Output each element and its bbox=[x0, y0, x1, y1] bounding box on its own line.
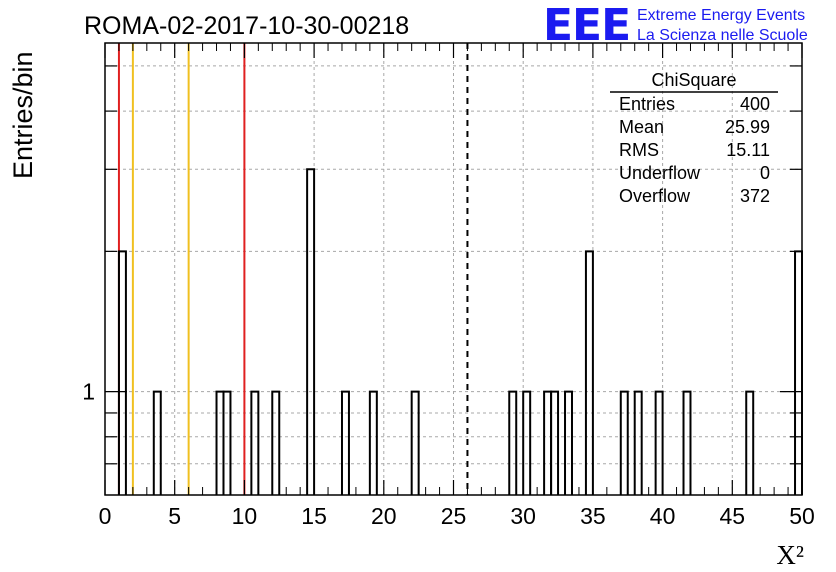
stats-row-label: Mean bbox=[619, 117, 664, 137]
x-tick-label: 35 bbox=[580, 503, 606, 529]
x-tick-label: 25 bbox=[441, 503, 467, 529]
histogram-bar bbox=[543, 390, 553, 495]
histogram-bar bbox=[306, 168, 316, 495]
x-axis-label: X² bbox=[776, 540, 804, 570]
x-tick-label: 45 bbox=[720, 503, 746, 529]
y-tick-label: 1 bbox=[82, 379, 95, 405]
stats-title: ChiSquare bbox=[651, 70, 736, 90]
stats-row-label: RMS bbox=[619, 140, 659, 160]
histogram-bar bbox=[250, 390, 260, 495]
histogram-bar bbox=[550, 390, 560, 495]
histogram-bar bbox=[117, 250, 127, 495]
stats-row-label: Overflow bbox=[619, 186, 691, 206]
histogram-bar bbox=[508, 390, 518, 495]
histogram-bar bbox=[564, 390, 573, 495]
stats-row-label: Entries bbox=[619, 94, 675, 114]
x-tick-labels: 0 5 10 15 20 25 30 35 40 45 50 bbox=[99, 503, 815, 529]
stats-row-value: 372 bbox=[740, 186, 770, 206]
histogram-bar bbox=[410, 390, 420, 495]
histogram-bar bbox=[222, 390, 232, 495]
eee-logo: EEE Extreme Energy Events La Scienza nel… bbox=[543, 0, 808, 51]
logo-line1: Extreme Energy Events bbox=[637, 7, 805, 24]
x-tick-label: 50 bbox=[789, 503, 815, 529]
x-tick-label: 40 bbox=[650, 503, 676, 529]
stats-row-value: 400 bbox=[740, 94, 770, 114]
histogram-bar bbox=[633, 390, 643, 495]
histogram-bar bbox=[794, 250, 803, 495]
histogram-bar bbox=[584, 250, 594, 495]
histogram-bar bbox=[340, 390, 350, 495]
histogram-bar bbox=[271, 390, 281, 495]
x-tick-label: 5 bbox=[168, 503, 181, 529]
y-tick-labels: 1 bbox=[82, 379, 95, 405]
logo-mark: EEE bbox=[543, 0, 630, 51]
stats-rows: Entries 400 Mean 25.99 RMS 15.11 Underflow 0 Ove… bbox=[619, 94, 770, 206]
x-tick-label: 10 bbox=[232, 503, 258, 529]
stats-row-value: 25.99 bbox=[725, 117, 770, 137]
stats-box: ChiSquare Entries 400 Mean 25.99 RMS 15.11 Und… bbox=[610, 70, 778, 206]
histogram-bar bbox=[619, 390, 629, 495]
axis-ticks bbox=[104, 43, 803, 495]
histogram-bar bbox=[152, 390, 162, 495]
x-tick-label: 0 bbox=[99, 503, 112, 529]
chart-title: ROMA-02-2017-10-30-00218 bbox=[84, 12, 409, 40]
y-axis-label: Entries/bin bbox=[8, 51, 38, 179]
histogram-bar bbox=[522, 390, 532, 495]
histogram-bar bbox=[654, 390, 664, 495]
histogram-bar bbox=[682, 390, 692, 495]
x-tick-label: 20 bbox=[371, 503, 397, 529]
stats-row-value: 0 bbox=[760, 163, 770, 183]
histogram-bar bbox=[368, 390, 378, 495]
stats-row-value: 15.11 bbox=[726, 140, 770, 160]
x-tick-label: 30 bbox=[510, 503, 536, 529]
x-tick-label: 15 bbox=[301, 503, 327, 529]
grid-lines bbox=[105, 43, 802, 495]
histogram-bars bbox=[117, 168, 803, 495]
histogram-bar bbox=[215, 390, 225, 495]
histogram-bar bbox=[745, 390, 755, 495]
logo-line2: La Scienza nelle Scuole bbox=[637, 27, 808, 44]
stats-row-label: Underflow bbox=[619, 163, 701, 183]
